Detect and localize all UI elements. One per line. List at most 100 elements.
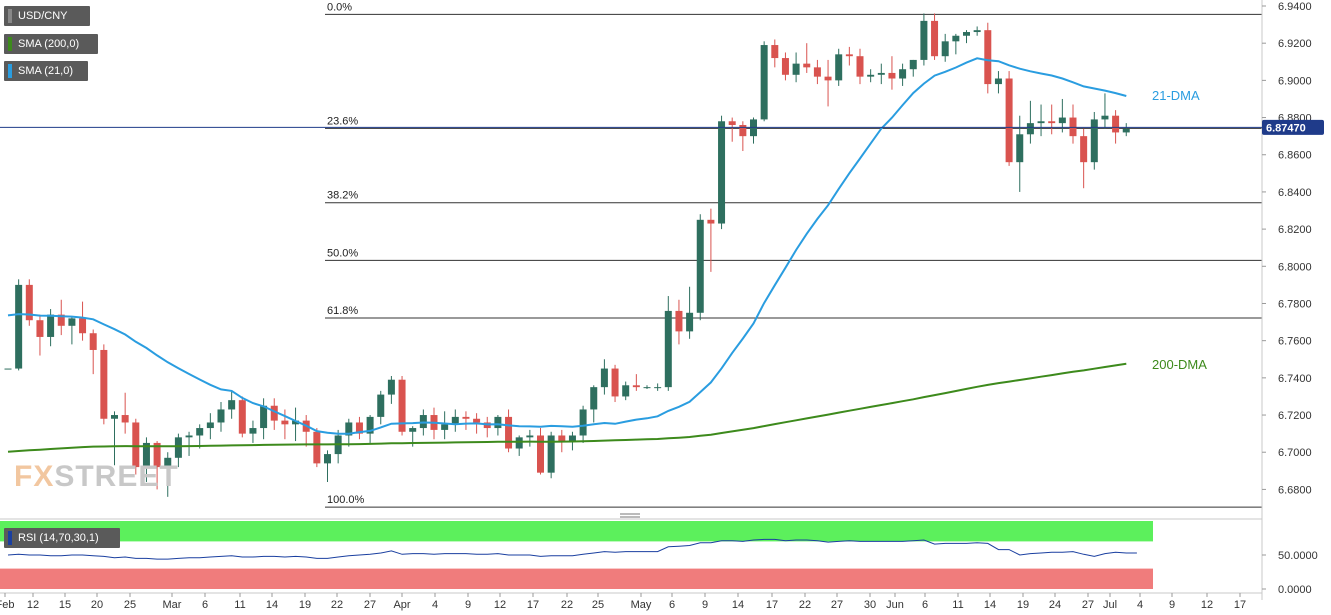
- candle[interactable]: [1122, 123, 1130, 137]
- candle[interactable]: [196, 424, 204, 449]
- candle[interactable]: [590, 385, 598, 423]
- candle[interactable]: [547, 431, 555, 479]
- candle[interactable]: [515, 435, 523, 456]
- candle[interactable]: [111, 411, 118, 466]
- candle[interactable]: [1058, 98, 1066, 133]
- candle[interactable]: [973, 26, 981, 36]
- candle[interactable]: [15, 279, 23, 371]
- candle[interactable]: [302, 415, 310, 447]
- candle[interactable]: [270, 398, 278, 430]
- candle[interactable]: [462, 411, 470, 430]
- candle[interactable]: [760, 41, 768, 122]
- candle[interactable]: [387, 375, 395, 404]
- candle[interactable]: [696, 214, 704, 321]
- candle[interactable]: [984, 22, 992, 94]
- candle[interactable]: [483, 416, 491, 438]
- candle[interactable]: [313, 428, 321, 468]
- candle[interactable]: [835, 48, 843, 86]
- candle[interactable]: [1069, 104, 1077, 144]
- candle[interactable]: [505, 409, 513, 453]
- candle[interactable]: [899, 63, 907, 86]
- candle[interactable]: [1080, 128, 1088, 189]
- candle[interactable]: [217, 402, 225, 432]
- candle[interactable]: [643, 385, 651, 390]
- candle[interactable]: [824, 59, 832, 107]
- candle[interactable]: [324, 450, 331, 482]
- candle[interactable]: [377, 390, 385, 425]
- candle[interactable]: [355, 416, 363, 440]
- candle[interactable]: [579, 405, 587, 443]
- candle[interactable]: [941, 33, 949, 62]
- candle[interactable]: [398, 375, 406, 436]
- candle[interactable]: [334, 429, 342, 464]
- rsi-legend[interactable]: RSI (14,70,30,1): [4, 528, 120, 548]
- candle[interactable]: [185, 431, 193, 456]
- candle[interactable]: [909, 59, 917, 77]
- candle[interactable]: [750, 117, 757, 144]
- candle[interactable]: [675, 299, 683, 345]
- candle[interactable]: [1112, 110, 1120, 144]
- candle[interactable]: [664, 296, 672, 391]
- candle[interactable]: [238, 396, 246, 438]
- candle[interactable]: [25, 279, 33, 326]
- candle[interactable]: [781, 52, 789, 81]
- candle[interactable]: [600, 359, 608, 395]
- candle[interactable]: [952, 33, 960, 55]
- candle[interactable]: [718, 115, 726, 230]
- candle[interactable]: [877, 63, 885, 85]
- candle[interactable]: [89, 329, 97, 375]
- candle[interactable]: [79, 301, 87, 341]
- candle[interactable]: [813, 59, 821, 85]
- candle[interactable]: [281, 409, 289, 440]
- candle[interactable]: [164, 452, 172, 497]
- candle[interactable]: [121, 392, 129, 434]
- candle[interactable]: [174, 433, 182, 468]
- candle[interactable]: [366, 415, 374, 443]
- candle[interactable]: [451, 409, 459, 432]
- candle[interactable]: [1037, 104, 1045, 137]
- candle[interactable]: [1026, 100, 1034, 144]
- candle[interactable]: [57, 299, 65, 336]
- candle[interactable]: [931, 13, 939, 60]
- candle[interactable]: [994, 71, 1002, 94]
- candle[interactable]: [441, 411, 449, 440]
- candle[interactable]: [206, 413, 214, 440]
- sma-21-legend[interactable]: SMA (21,0): [4, 61, 88, 81]
- candle[interactable]: [728, 117, 736, 142]
- pane-splitter[interactable]: [620, 513, 640, 518]
- candle[interactable]: [632, 374, 640, 391]
- candle[interactable]: [494, 415, 502, 436]
- candle[interactable]: [920, 13, 928, 66]
- candle[interactable]: [526, 429, 534, 447]
- candle[interactable]: [4, 368, 12, 370]
- candle[interactable]: [856, 48, 864, 85]
- candle[interactable]: [292, 407, 300, 442]
- candle[interactable]: [654, 383, 662, 391]
- candle[interactable]: [686, 286, 694, 339]
- candle[interactable]: [36, 314, 44, 356]
- candle[interactable]: [537, 428, 544, 475]
- candle[interactable]: [845, 46, 853, 66]
- candle[interactable]: [228, 390, 236, 419]
- candle[interactable]: [260, 398, 268, 440]
- candle[interactable]: [803, 43, 811, 73]
- candlestick-series[interactable]: [4, 13, 1130, 497]
- candle[interactable]: [47, 309, 55, 347]
- candle[interactable]: [963, 30, 970, 44]
- candle[interactable]: [249, 420, 257, 443]
- candle[interactable]: [142, 437, 150, 482]
- candle[interactable]: [1090, 111, 1098, 170]
- candle[interactable]: [707, 208, 715, 272]
- candle[interactable]: [888, 56, 896, 90]
- candle[interactable]: [100, 344, 108, 425]
- candle[interactable]: [611, 364, 619, 403]
- candle[interactable]: [792, 52, 800, 83]
- candle[interactable]: [1101, 93, 1109, 129]
- candle[interactable]: [1005, 71, 1013, 166]
- candle[interactable]: [771, 39, 779, 68]
- sma-200-legend[interactable]: SMA (200,0): [4, 34, 98, 54]
- candle[interactable]: [68, 316, 76, 345]
- candle[interactable]: [1016, 115, 1024, 192]
- candle[interactable]: [1048, 104, 1056, 135]
- symbol-legend[interactable]: USD/CNY: [4, 6, 90, 26]
